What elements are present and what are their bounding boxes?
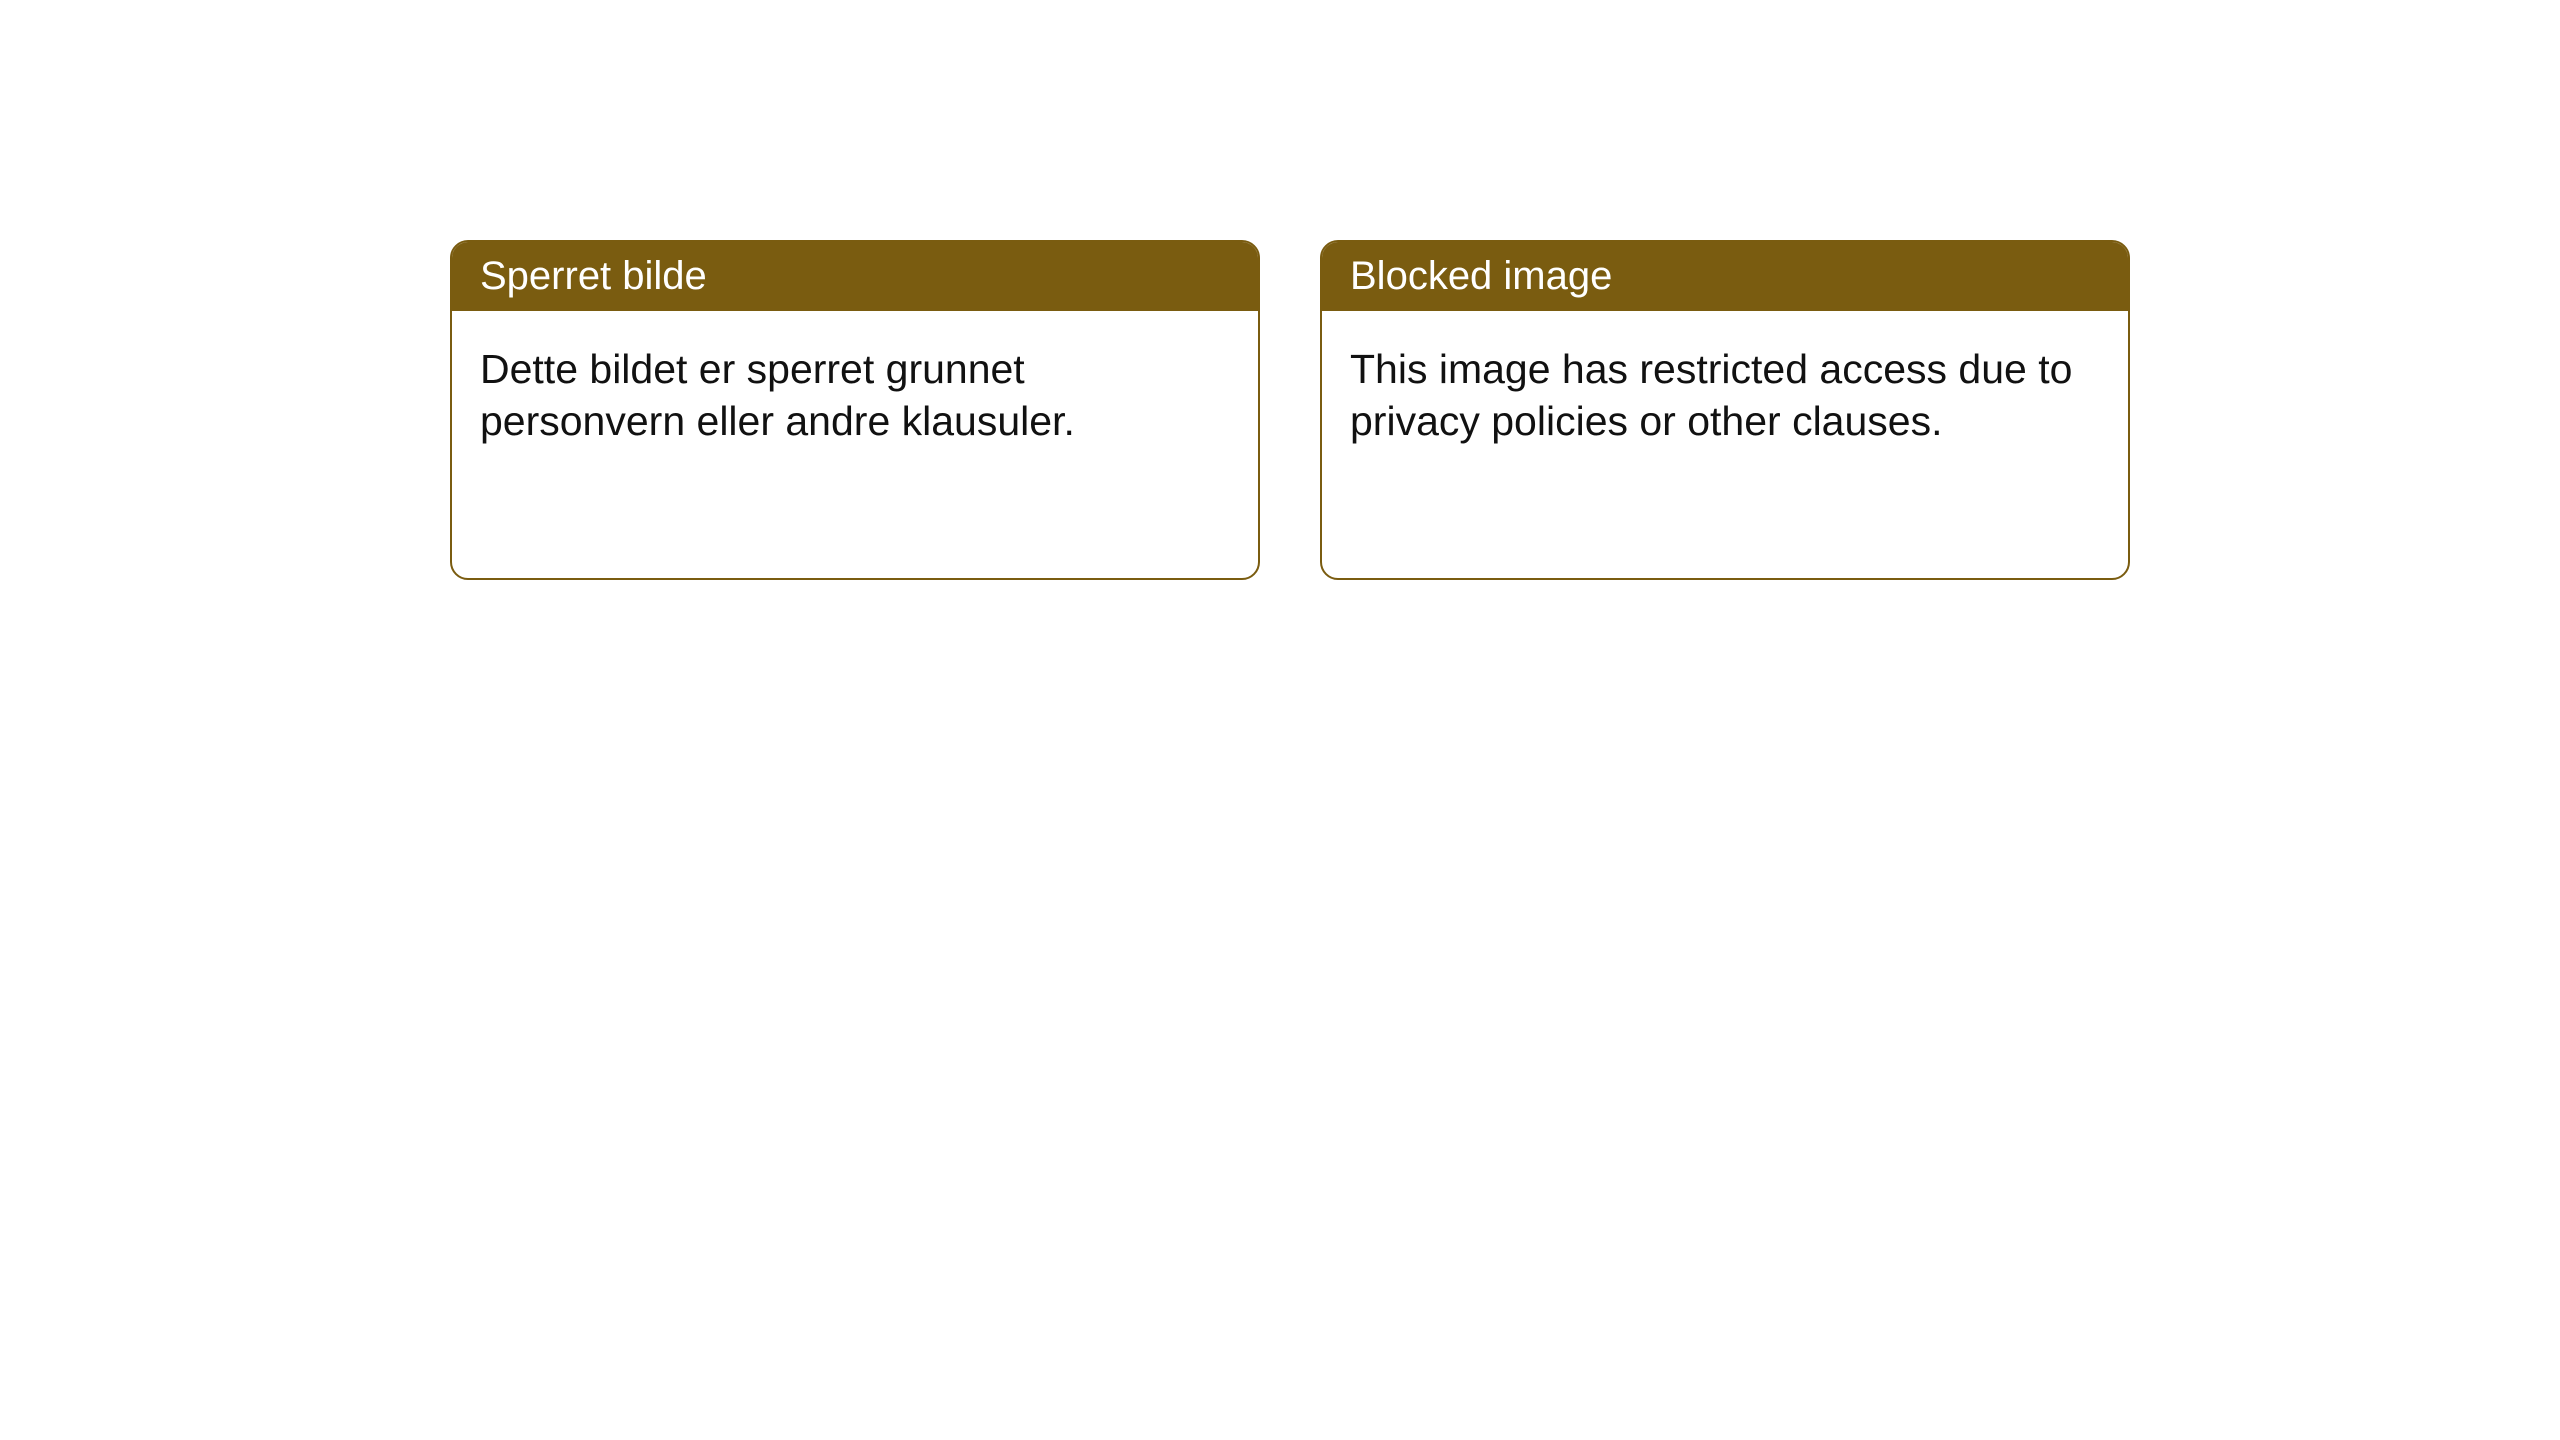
notice-body-text: Dette bildet er sperret grunnet personve…: [480, 346, 1075, 444]
notice-header: Blocked image: [1322, 242, 2128, 311]
notice-title: Blocked image: [1350, 254, 1612, 298]
notice-container: Sperret bilde Dette bildet er sperret gr…: [450, 240, 2130, 580]
notice-title: Sperret bilde: [480, 254, 707, 298]
notice-header: Sperret bilde: [452, 242, 1258, 311]
notice-body: This image has restricted access due to …: [1322, 311, 2128, 480]
notice-card-english: Blocked image This image has restricted …: [1320, 240, 2130, 580]
notice-card-norwegian: Sperret bilde Dette bildet er sperret gr…: [450, 240, 1260, 580]
notice-body: Dette bildet er sperret grunnet personve…: [452, 311, 1258, 480]
notice-body-text: This image has restricted access due to …: [1350, 346, 2072, 444]
